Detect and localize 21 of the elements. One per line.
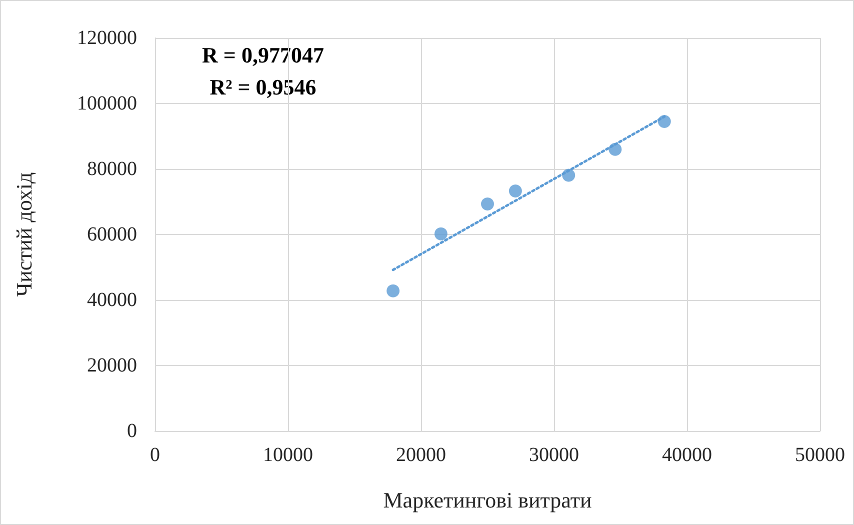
y-tick-label: 120000 <box>77 27 137 49</box>
y-tick-label: 20000 <box>87 354 137 376</box>
y-tick-label: 100000 <box>77 92 137 114</box>
x-tick-label: 10000 <box>263 444 313 466</box>
annotation: R = 0,977047 <box>202 42 324 68</box>
y-axis-title: Чистий дохід <box>12 172 36 297</box>
annotation: R² = 0,9546 <box>210 74 316 100</box>
point <box>481 198 494 211</box>
y-tick-label: 60000 <box>87 224 137 246</box>
x-tick-label: 30000 <box>529 444 579 466</box>
x-tick-label: 0 <box>150 444 160 466</box>
point <box>508 184 522 198</box>
y-tick-label: 0 <box>127 420 137 442</box>
x-axis-title: Маркетингові витрати <box>383 488 592 512</box>
y-tick-label: 80000 <box>87 158 137 180</box>
x-tick-label: 20000 <box>396 444 446 466</box>
point <box>434 227 448 240</box>
x-tick-label: 50000 <box>795 444 845 466</box>
point <box>386 284 400 298</box>
x-tick-label: 40000 <box>662 444 712 466</box>
y-tick-label: 40000 <box>87 289 137 311</box>
